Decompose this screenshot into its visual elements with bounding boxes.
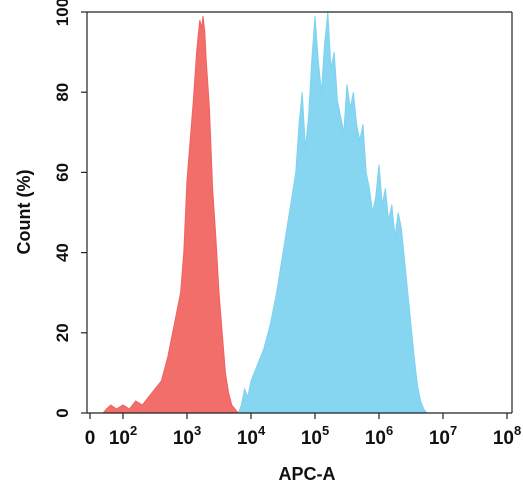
x-axis-title: APC-A [279,464,336,484]
x-tick-label: 107 [429,423,457,449]
x-tick-label: 106 [365,423,393,449]
x-tick-label: 105 [301,423,329,449]
x-tick-label: 104 [237,423,266,449]
x-tick-label: 0 [85,428,96,449]
y-tick-label: 0 [53,408,72,417]
series-layer [102,11,429,414]
y-tick-label: 40 [53,243,72,262]
y-tick-label: 80 [53,83,72,102]
axes-layer [86,11,513,414]
histogram-series-1 [237,11,429,414]
y-tick-label: 20 [53,323,72,342]
x-tick-label: 103 [173,423,201,449]
x-tick-label: 102 [109,423,137,449]
y-axis-title: Count (%) [14,170,34,255]
y-tick-label: 100 [53,0,72,26]
ticks-layer: 0 20 40 60 80 100 0 102 103 104 105 106 107 108 [53,0,521,449]
x-tick-label: 108 [493,423,521,449]
histogram-series-0 [102,15,240,414]
y-tick-label: 60 [53,163,72,182]
